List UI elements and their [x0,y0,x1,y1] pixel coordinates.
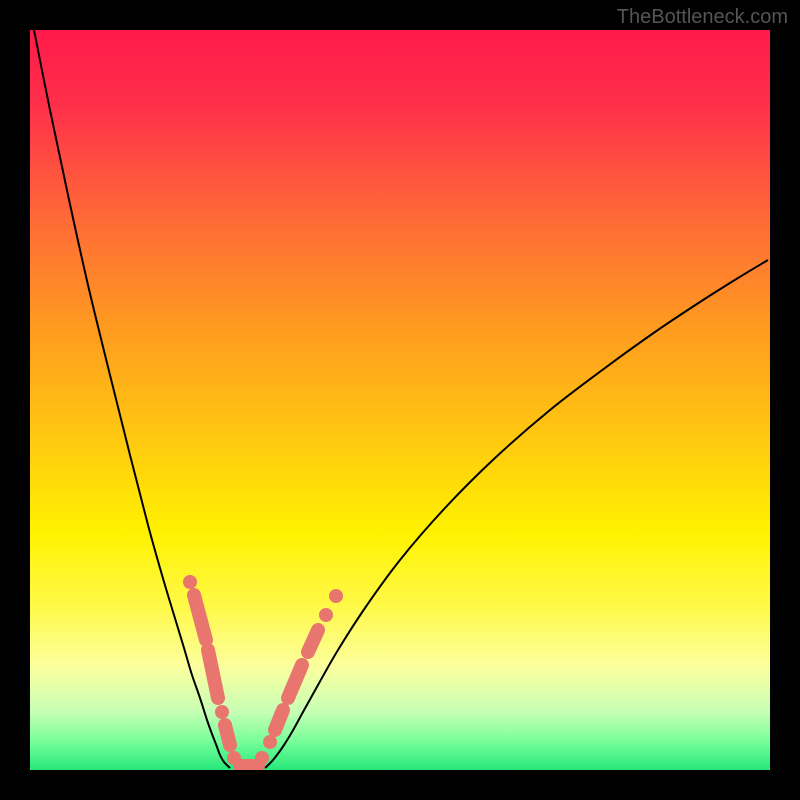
marker-pill [225,725,230,745]
curve-right [265,260,768,768]
marker-dot [183,575,197,589]
marker-dot [329,589,343,603]
plot-area [30,30,770,770]
watermark-text: TheBottleneck.com [617,6,788,29]
markers-group [183,575,343,766]
marker-pill [194,595,206,640]
marker-pill [288,665,302,698]
marker-pill [308,630,318,652]
marker-dot [215,705,229,719]
marker-dot [319,608,333,622]
marker-pill [275,710,283,730]
curve-left [34,30,230,768]
curves-layer [30,30,770,770]
marker-pill [208,650,218,698]
marker-dot [263,735,277,749]
